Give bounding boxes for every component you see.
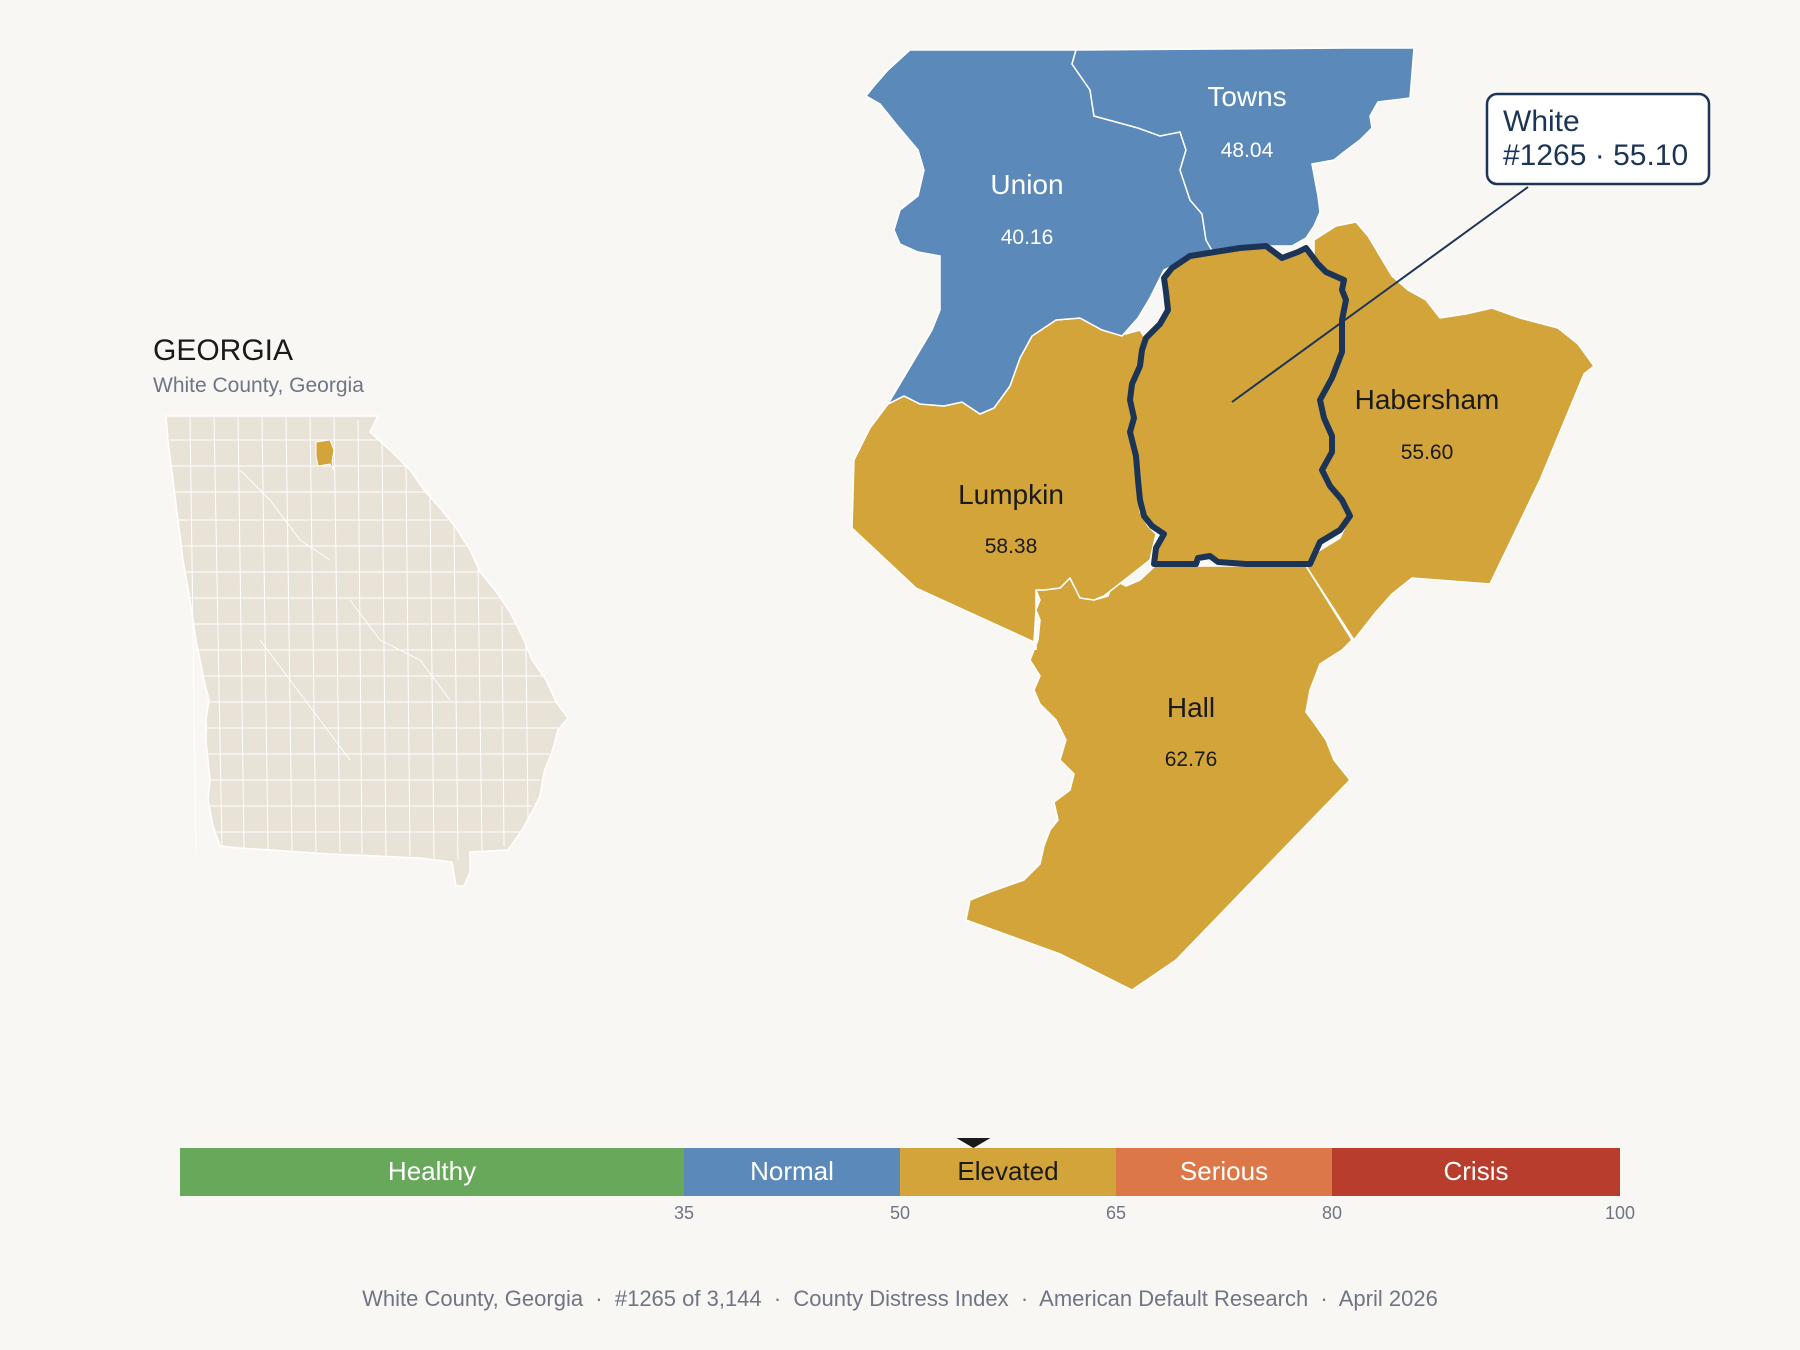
county-label-towns: Towns xyxy=(1207,81,1286,112)
callout-county-name: White xyxy=(1503,105,1580,138)
scale-band-label-serious: Serious xyxy=(1180,1156,1268,1186)
inset-white-county-highlight xyxy=(315,439,335,471)
callout-box xyxy=(1485,92,1711,186)
scale-band-label-healthy: Healthy xyxy=(388,1156,476,1186)
distress-scale: Healthy Normal Elevated Serious Crisis 35 50 6… xyxy=(180,1138,1635,1223)
county-label-union: Union xyxy=(990,169,1063,200)
callout-leader-line xyxy=(1231,186,1529,403)
county-labels: Towns 48.04 Union 40.16 Lumpkin 58.38 Ha… xyxy=(958,81,1499,771)
scale-band-normal xyxy=(684,1148,900,1196)
county-white[interactable] xyxy=(1127,243,1353,567)
county-habersham[interactable] xyxy=(1305,221,1596,642)
county-callout: White #1265 · 55.10 xyxy=(1231,92,1711,403)
state-subtitle: White County, Georgia xyxy=(153,374,364,397)
scale-marker xyxy=(956,1138,991,1148)
county-value-union: 40.16 xyxy=(1001,226,1054,249)
county-value-hall: 62.76 xyxy=(1165,748,1218,771)
county-label-lumpkin: Lumpkin xyxy=(958,479,1064,510)
county-value-towns: 48.04 xyxy=(1221,139,1274,162)
inset-state-map: GEORGIA White County, Georgia xyxy=(153,334,569,887)
scale-band-label-elevated: Elevated xyxy=(957,1156,1058,1186)
scale-band-elevated xyxy=(900,1148,1116,1196)
scale-tick-65: 65 xyxy=(1106,1203,1126,1223)
county-label-habersham: Habersham xyxy=(1355,384,1500,415)
state-title: GEORGIA xyxy=(153,334,293,367)
scale-band-healthy xyxy=(180,1148,684,1196)
county-value-habersham: 55.60 xyxy=(1401,441,1454,464)
county-towns[interactable] xyxy=(1071,47,1415,255)
scale-band-label-crisis: Crisis xyxy=(1444,1156,1509,1186)
georgia-outline xyxy=(165,415,569,887)
county-label-hall: Hall xyxy=(1167,692,1215,723)
scale-tick-50: 50 xyxy=(890,1203,910,1223)
county-value-lumpkin: 58.38 xyxy=(985,535,1038,558)
footer-credits: White County, Georgia · #1265 of 3,144 ·… xyxy=(362,1286,1438,1311)
scale-tick-35: 35 xyxy=(674,1203,694,1223)
scale-band-serious xyxy=(1116,1148,1332,1196)
callout-rank-score: #1265 · 55.10 xyxy=(1503,139,1688,172)
scale-tick-100: 100 xyxy=(1605,1203,1635,1223)
regional-map xyxy=(851,47,1596,991)
inset-county-lines xyxy=(170,415,560,861)
scale-band-label-normal: Normal xyxy=(750,1156,834,1186)
scale-band-crisis xyxy=(1332,1148,1620,1196)
scale-tick-80: 80 xyxy=(1322,1203,1342,1223)
